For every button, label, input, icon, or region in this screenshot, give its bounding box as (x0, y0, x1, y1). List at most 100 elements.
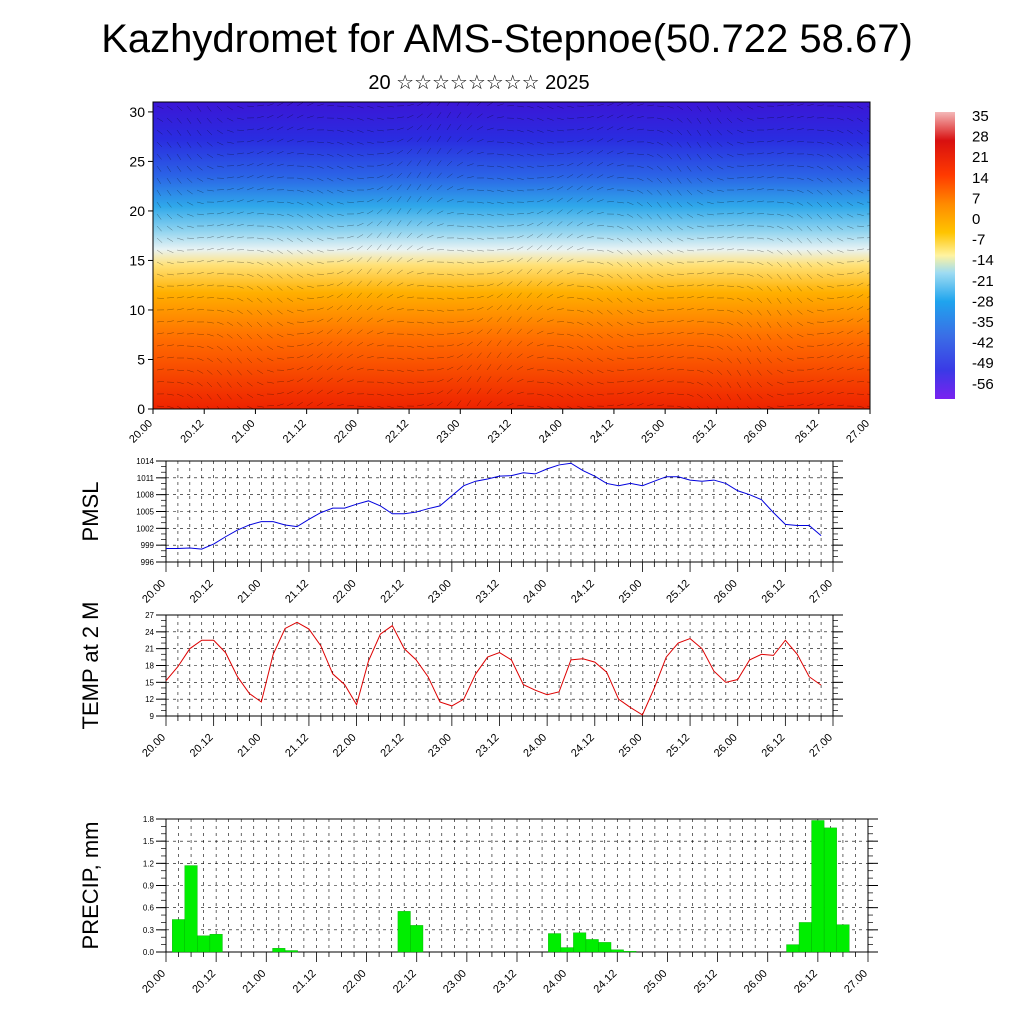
wind-barb (756, 164, 764, 167)
wind-barb (316, 249, 324, 253)
wind-barb (306, 331, 314, 335)
wind-barb (406, 208, 412, 215)
wind-barb (436, 368, 444, 371)
wind-barb (536, 141, 544, 145)
wind-barb (796, 237, 802, 244)
wind-barb (526, 317, 533, 323)
wind-barb (766, 188, 774, 191)
wind-barb (196, 393, 203, 399)
wind-barb (256, 261, 264, 266)
wind-barb (186, 369, 194, 373)
wind-barb (236, 187, 244, 191)
wind-barb (176, 225, 184, 230)
wind-barb (666, 201, 672, 208)
wind-barb (656, 201, 662, 208)
wind-barb (756, 345, 762, 352)
pmsl-y-tick-label: 999 (141, 541, 155, 550)
wind-barb (326, 237, 334, 240)
wind-barb (516, 304, 522, 311)
wind-barb (606, 162, 614, 167)
wind-barb (676, 189, 682, 196)
wind-barb (476, 201, 484, 204)
wind-barb (806, 379, 814, 383)
wind-barb (506, 177, 514, 181)
wind-barb (486, 340, 492, 347)
wind-barb (566, 258, 574, 263)
wind-barb (686, 141, 692, 148)
wind-barb (806, 333, 814, 336)
wind-barb (206, 105, 212, 112)
wind-barb (306, 128, 314, 131)
wind-barb (696, 393, 703, 399)
wind-barb (836, 237, 844, 242)
wind-barb (216, 165, 224, 168)
wind-barb (646, 285, 654, 290)
wind-barb (756, 237, 764, 240)
wind-barb (216, 260, 224, 263)
wind-barb (736, 105, 743, 111)
wind-barb (496, 260, 504, 263)
wind-barb (626, 333, 634, 337)
wind-barb (346, 292, 353, 299)
wind-barb (736, 200, 744, 203)
wind-barb (226, 235, 234, 239)
wind-barb (866, 405, 870, 408)
wind-barb (336, 141, 344, 145)
wind-barb (506, 390, 514, 395)
wind-barb (566, 197, 573, 203)
wind-barb (376, 244, 382, 251)
wind-barb (396, 161, 403, 167)
wind-barb (756, 152, 764, 155)
wind-barb (866, 332, 870, 335)
temp-y-tick-label: 27 (145, 611, 154, 620)
wind-barb (776, 321, 782, 328)
wind-barb (436, 309, 444, 312)
wind-barb (406, 148, 413, 155)
cross-section-x-tick-label: 20.12 (178, 418, 206, 446)
wind-barb (616, 297, 623, 303)
wind-barb (826, 366, 834, 371)
wind-barb (776, 201, 784, 204)
wind-barb (586, 381, 594, 386)
wind-barb (426, 209, 433, 215)
wind-barb (666, 308, 674, 311)
wind-barb (416, 259, 424, 263)
wind-barb (776, 345, 783, 351)
wind-barb (666, 343, 674, 347)
wind-barb (496, 225, 504, 228)
wind-barb (746, 224, 754, 227)
wind-barb (346, 246, 354, 251)
wind-barb (606, 297, 613, 303)
wind-barb (386, 281, 393, 287)
wind-barb (376, 186, 384, 191)
wind-barb (626, 237, 633, 243)
wind-barb (176, 153, 182, 160)
wind-barb (496, 213, 504, 216)
wind-barb (826, 129, 834, 133)
wind-barb (776, 357, 783, 363)
wind-barb (166, 153, 172, 160)
wind-barb (266, 285, 273, 291)
wind-barb (806, 129, 814, 131)
wind-barb (626, 321, 634, 326)
temp-x-tick-label: 26.00 (712, 732, 740, 760)
wind-barb (456, 365, 463, 371)
wind-barb (726, 393, 732, 401)
wind-barb (206, 129, 213, 136)
precip-bar (836, 924, 850, 953)
wind-barb (176, 393, 184, 397)
wind-barb (386, 369, 394, 372)
temp-series-line (165, 621, 822, 716)
wind-barb (836, 261, 844, 264)
wind-barb (196, 165, 203, 171)
wind-barb (166, 225, 173, 231)
wind-barb (446, 355, 454, 359)
wind-barb (546, 306, 554, 311)
wind-barb (216, 117, 223, 123)
wind-barb (156, 249, 163, 255)
wind-barb (266, 237, 274, 241)
wind-barb (486, 114, 494, 119)
wind-barb (656, 141, 664, 146)
precip-bar (610, 949, 624, 953)
wind-barb (396, 381, 404, 384)
